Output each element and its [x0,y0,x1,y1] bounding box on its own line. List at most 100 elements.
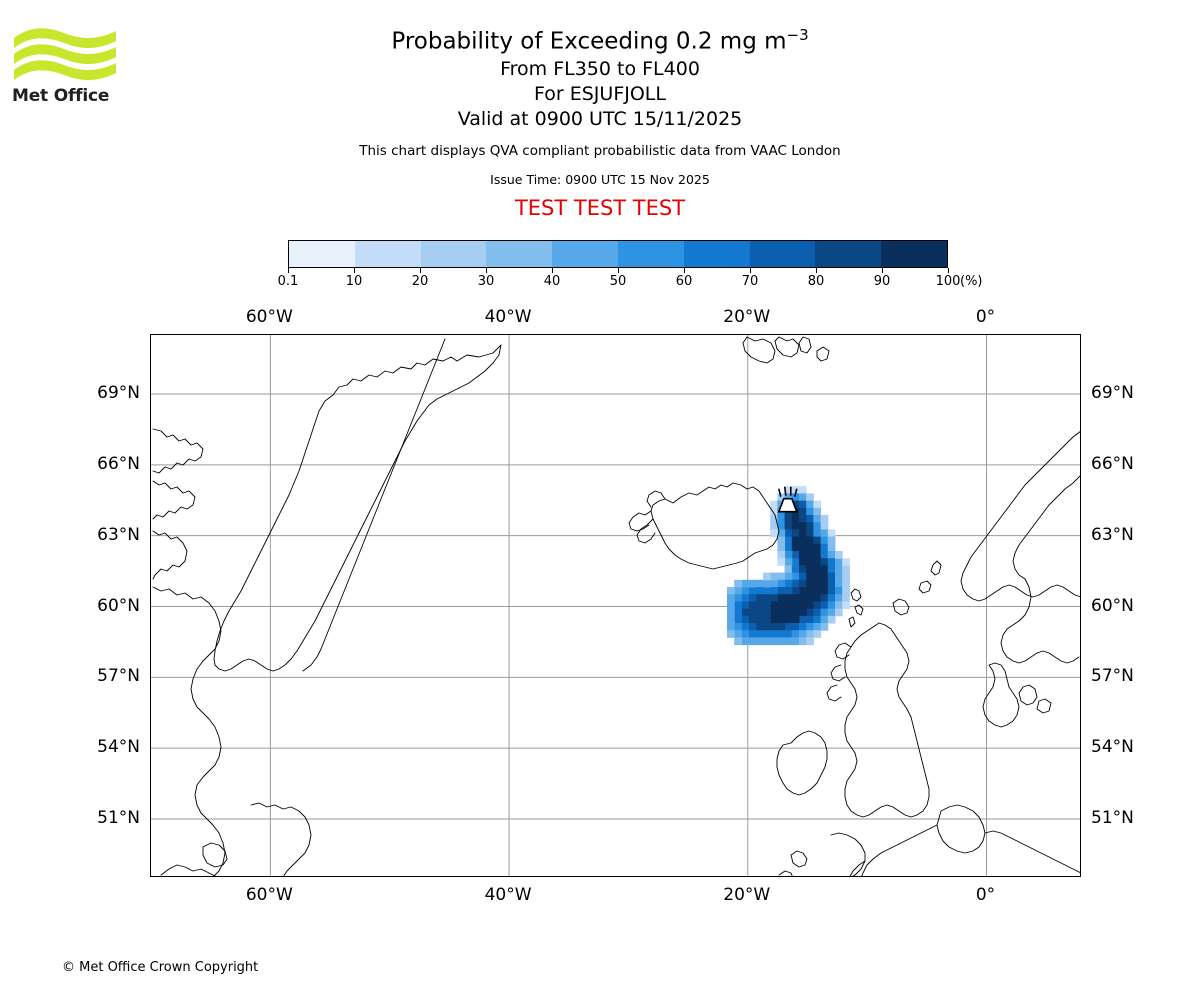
plume-cell [813,543,822,552]
plume-cell [770,594,778,602]
plume-cell [806,594,814,602]
plume-cell [799,551,807,559]
page-title-text: Probability of Exceeding 0.2 mg m [391,28,787,55]
lat-label-left: 66°N [97,453,140,474]
colorbar-segment-8 [815,241,882,267]
plume-cell [806,623,814,631]
plume-cell [770,637,778,646]
plume-cell [770,522,778,530]
lat-label-left: 69°N [97,383,140,404]
plume-cell [727,587,735,595]
plume-cell [784,608,793,617]
plume-cell [799,637,807,646]
plume-cell [820,551,829,559]
plume-cell [741,623,750,631]
plume-cell [777,515,786,523]
lon-label-top: 40°W [484,307,532,327]
plume-cell [770,572,778,581]
colorbar-tick-label: 70 [741,274,759,289]
plume-cell [791,565,800,574]
plume-cell [784,543,793,552]
colorbar-tick-label: 20 [411,274,429,289]
plume-cell [755,615,764,624]
plume-cell [835,579,843,588]
plume-cell [820,558,829,566]
colorbar-tick [354,268,355,273]
colorbar-tick [684,268,685,273]
plume-cell [727,608,735,617]
plume-cell [813,529,822,538]
plume-cell [799,608,807,617]
plume-cell [813,594,822,602]
plume-cell [813,615,822,624]
plume-cell [777,630,786,638]
plume-cell [799,587,807,595]
colorbar-segment-3 [486,241,553,267]
plume-cell [777,543,786,552]
plume-cell [791,608,800,617]
plume-cell [784,630,793,638]
plume-cell [835,565,843,574]
plume-cell [827,615,836,624]
plume-cell [777,623,786,631]
colorbar-tick-label: 90 [873,274,891,289]
qva-note: This chart displays QVA compliant probab… [359,142,841,159]
plume-cell [799,536,807,545]
plume-cell [755,594,764,602]
lat-label-left: 60°N [97,595,140,616]
plume-cell [799,594,807,602]
colorbar-tick [882,268,883,273]
plume-cell [791,623,800,631]
plume-cell [784,637,793,646]
colorbar-tick [486,268,487,273]
plume-cell [806,608,814,617]
chart-header: Probability of Exceeding 0.2 mg m−3 From… [140,20,1060,221]
plume-cell [813,623,822,631]
plume-cell [777,572,786,581]
plume-cell [770,507,778,516]
plume-cell [777,536,786,545]
plume-cell [748,601,757,610]
plume-cell [799,623,807,631]
plume-cell [806,587,814,595]
plume-cell [827,594,836,602]
plume-cell [842,601,850,610]
colorbar-tick-label: 80 [807,274,825,289]
plume-cell [748,594,757,602]
plume-cell [799,493,807,502]
volcano-name-line: For ESJUFJOLL [534,82,666,105]
colorbar-segment-7 [749,241,816,267]
plume-cell [842,587,850,595]
plume-cell [827,551,836,559]
plume-cell [806,579,814,588]
plume-cell [741,630,750,638]
plume-cell [734,594,742,602]
ash-plume [727,486,850,646]
lon-label-bottom: 20°W [723,885,771,905]
plume-cell [784,594,793,602]
met-office-logo: Met Office [12,24,132,114]
plume-cell [820,579,829,588]
lat-label-right: 66°N [1091,453,1134,474]
plume-cell [734,615,742,624]
plume-cell [813,579,822,588]
plume-cell [734,579,742,588]
plume-cell [820,601,829,610]
lat-label-right: 51°N [1091,807,1134,828]
plume-cell [835,558,843,566]
plume-cell [763,594,771,602]
plume-cell [770,515,778,523]
lat-label-right: 63°N [1091,524,1134,545]
colorbar-tick-labels: 0.1 10 20 30 40 50 60 70 80 90 100 [278,274,961,292]
colorbar-tick-label: 10 [345,274,363,289]
plume-cell [784,558,793,566]
plume-cell [806,565,814,574]
plume-cell [777,522,786,530]
plume-cell [784,615,793,624]
plume-cell [748,608,757,617]
plume-cell [813,536,822,545]
plume-cell [727,615,735,624]
plume-cell [791,558,800,566]
plume-cell [827,587,836,595]
lon-label-bottom: 40°W [484,885,532,905]
